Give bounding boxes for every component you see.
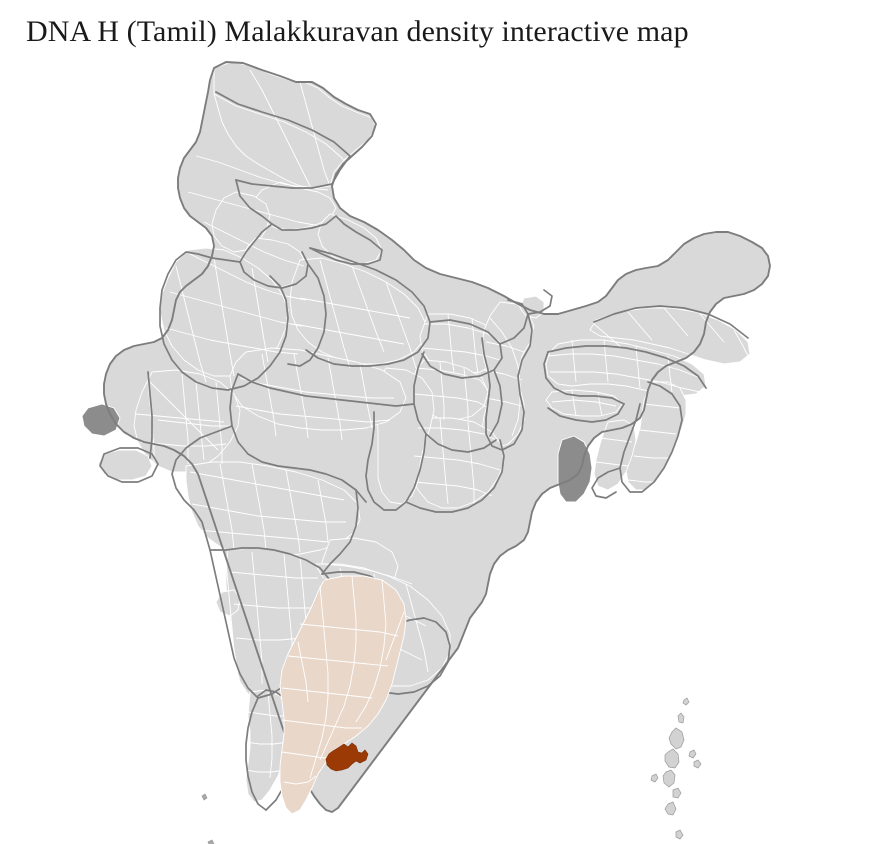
state-boundary [305, 247, 431, 367]
state-boundary [235, 179, 383, 265]
state-boundary [321, 489, 359, 575]
state-boundary [147, 371, 153, 459]
district[interactable] [97, 449, 153, 481]
state-boundary [593, 305, 749, 339]
state-boundary [245, 697, 267, 811]
state-boundary [171, 425, 233, 551]
india-map[interactable] [0, 52, 875, 844]
state-boundary [619, 381, 683, 493]
andaman-nicobar-islands[interactable] [650, 697, 702, 840]
state-boundary [481, 313, 533, 451]
district[interactable] [625, 381, 687, 491]
district[interactable] [557, 435, 593, 503]
state-boundary [287, 263, 327, 367]
state-boundary [591, 467, 621, 499]
district[interactable] [289, 257, 427, 365]
lakshadweep-islands[interactable] [201, 793, 215, 844]
highlighted-district[interactable] [325, 742, 369, 772]
district[interactable] [81, 403, 121, 437]
state-boundary [527, 289, 553, 315]
state-boundary [547, 403, 625, 423]
state-boundary [215, 91, 351, 185]
state-boundary [405, 439, 505, 513]
state-boundary [235, 179, 333, 189]
state-boundary [421, 319, 503, 379]
state-boundary [159, 251, 289, 391]
district[interactable] [211, 191, 271, 253]
state-boundary [229, 373, 367, 503]
state-boundary [365, 411, 427, 511]
district[interactable] [215, 589, 241, 617]
country-outline [103, 61, 771, 813]
district[interactable] [589, 307, 751, 365]
dark-shaded-layer[interactable] [81, 403, 593, 503]
page-title: DNA H (Tamil) Malakkuravan density inter… [26, 15, 689, 48]
state-boundary [239, 223, 309, 289]
state-boundary [499, 299, 529, 345]
state-boundary [99, 447, 159, 483]
state-boundary [209, 549, 259, 699]
highlighted-state-tamil-nadu[interactable] [279, 575, 407, 815]
state-boundary [237, 373, 415, 407]
islands-layer[interactable] [201, 697, 702, 844]
state-boundary [547, 345, 707, 389]
state-boundary [543, 351, 625, 405]
district[interactable] [593, 419, 637, 491]
state-boundary [489, 369, 503, 437]
